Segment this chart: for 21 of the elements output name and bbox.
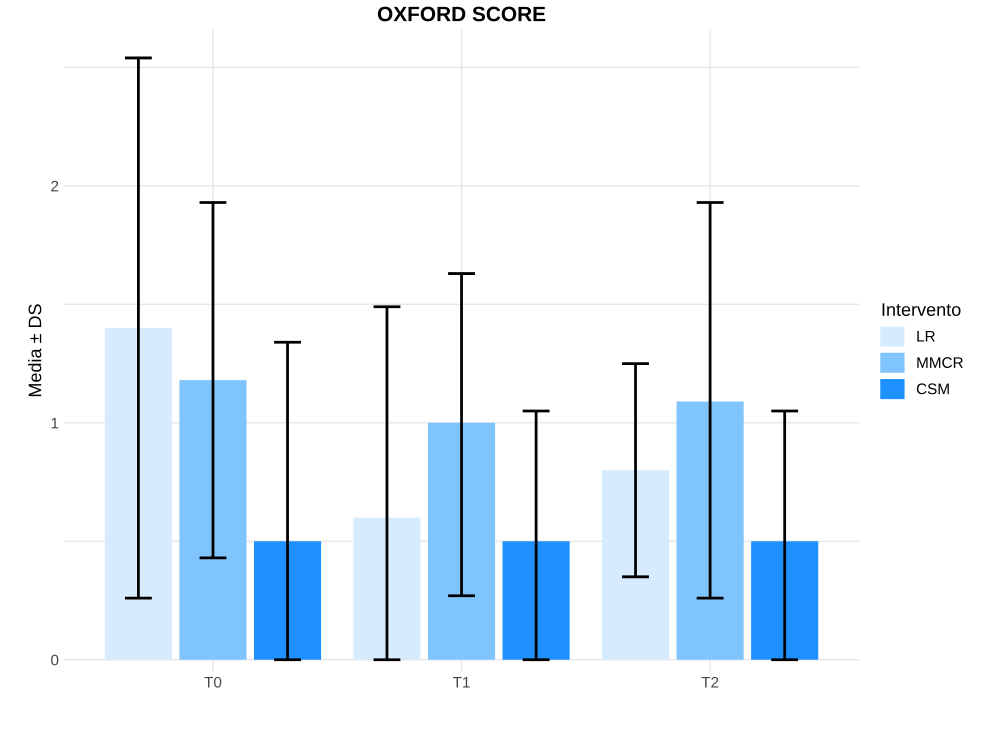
chart-title: OXFORD SCORE [378, 6, 546, 22]
bar [751, 541, 818, 660]
y-axis-title: Media ± DS [28, 304, 42, 396]
x-tick-label: T2 [702, 676, 718, 688]
bar [602, 470, 670, 660]
bar [104, 328, 172, 660]
bar [676, 401, 744, 660]
y-tick-label: 1 [52, 418, 58, 428]
legend-label: MMCR [917, 357, 963, 368]
x-tick-label: T0 [204, 676, 222, 688]
x-tick-label: T1 [452, 677, 470, 688]
bar [254, 541, 322, 660]
y-tick-label: 0 [51, 654, 58, 666]
bar [428, 422, 496, 660]
legend-label: LR [917, 331, 935, 342]
legend-label: CSM [916, 383, 949, 394]
y-tick-label: 2 [51, 180, 58, 192]
bar [179, 380, 247, 660]
bar [502, 541, 570, 660]
bar [353, 518, 421, 660]
legend-title: Intervento [882, 303, 960, 316]
